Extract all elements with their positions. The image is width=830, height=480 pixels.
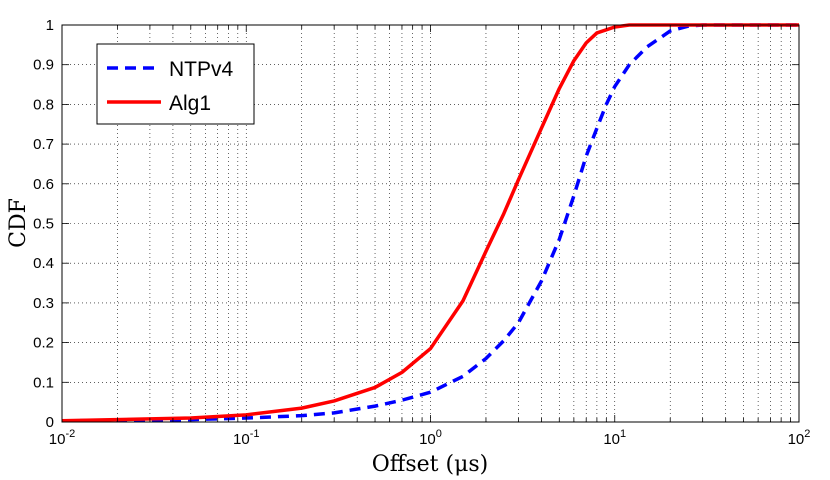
y-tick-label: 0.8 (33, 96, 54, 113)
x-axis-label: Offset (μs) (372, 452, 489, 477)
axis-ticks: 10-2 10-1 100 101 102 0 0.1 0.2 0.3 0.4 0.5 0.6 0.7 0… (33, 17, 810, 448)
y-tick-label: 0 (46, 414, 54, 431)
y-tick-label: 0.1 (33, 374, 54, 391)
legend-label-alg1: Alg1 (169, 92, 211, 115)
y-axis-label: CDF (6, 198, 31, 248)
y-tick-label: 1 (46, 17, 54, 34)
y-tick-label: 0.4 (33, 255, 54, 272)
y-tick-label: 0.5 (33, 216, 54, 233)
legend: NTPv4 Alg1 (96, 43, 255, 125)
series-lines (61, 23, 799, 423)
x-tick-label: 100 (419, 428, 442, 448)
y-tick-label: 0.9 (33, 57, 54, 74)
x-tick-label: 102 (788, 428, 811, 448)
series-line-ntpv4 (61, 23, 799, 423)
x-tick-label: 10-2 (49, 428, 75, 448)
y-tick-label: 0.7 (33, 136, 54, 153)
y-tick-label: 0.2 (33, 335, 54, 352)
x-tick-label: 101 (603, 428, 626, 448)
y-tick-label: 0.6 (33, 176, 54, 193)
legend-label-ntpv4: NTPv4 (169, 58, 234, 81)
legend-box (96, 43, 255, 125)
grid (62, 25, 799, 422)
series-line-alg1 (61, 23, 799, 423)
y-tick-label: 0.3 (33, 295, 54, 312)
x-tick-label: 10-1 (233, 428, 259, 448)
